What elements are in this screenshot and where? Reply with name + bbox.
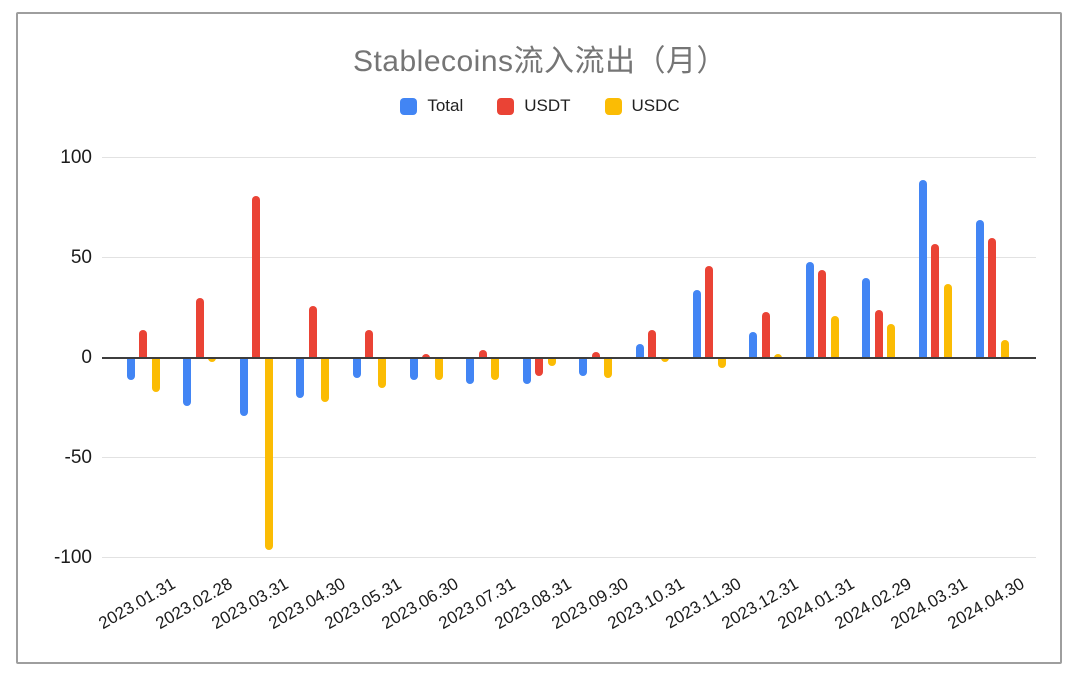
bar-usdt-2024.03.31 [931, 243, 940, 358]
legend-item-usdc: USDC [604, 96, 680, 116]
bar-total-2023.03.31 [239, 357, 248, 416]
bar-usdc-2024.04.30 [1000, 339, 1009, 358]
gridline [102, 157, 1036, 158]
chart-legend: Total USDT USDC [0, 96, 1080, 116]
bar-usdt-2023.10.31 [648, 329, 657, 358]
bar-usdt-2023.11.30 [705, 265, 713, 358]
bar-usdt-2023.04.30 [308, 305, 317, 358]
zero-baseline [102, 356, 1036, 359]
bar-total-2023.08.31 [522, 357, 531, 384]
bar-total-2023.10.31 [635, 343, 644, 358]
bar-total-2023.01.31 [126, 357, 135, 380]
bar-total-2024.04.30 [975, 219, 984, 358]
legend-swatch-usdc [604, 97, 622, 115]
y-axis-label: 100 [60, 146, 92, 168]
bar-usdc-2023.07.31 [491, 357, 500, 380]
bar-usdt-2024.04.30 [988, 237, 996, 358]
legend-item-usdt: USDT [497, 96, 571, 116]
legend-label-total: Total [427, 96, 464, 115]
bar-usdc-2023.06.30 [434, 357, 443, 380]
bar-usdc-2024.01.31 [830, 315, 839, 358]
bar-usdt-2023.09.30 [591, 351, 600, 358]
bar-usdc-2023.11.30 [717, 357, 726, 368]
bar-total-2023.06.30 [409, 357, 418, 380]
legend-label-usdt: USDT [524, 96, 571, 115]
bar-usdc-2023.03.31 [264, 357, 273, 550]
bar-total-2023.05.31 [352, 357, 361, 378]
bar-usdc-2023.05.31 [377, 357, 386, 388]
y-axis-label: -100 [53, 546, 92, 568]
bar-usdc-2023.12.31 [774, 353, 783, 358]
y-axis-label: 50 [70, 246, 92, 268]
bar-usdt-2023.06.30 [422, 353, 430, 358]
bar-total-2023.12.31 [749, 331, 758, 358]
bar-usdt-2024.01.31 [818, 269, 827, 358]
bar-total-2023.04.30 [296, 357, 305, 398]
bar-usdc-2023.08.31 [547, 357, 556, 366]
gridline [102, 257, 1036, 258]
gridline [102, 457, 1036, 458]
bar-usdc-2023.09.30 [604, 357, 613, 378]
bar-usdt-2023.02.28 [195, 297, 204, 358]
bar-total-2023.07.31 [466, 357, 475, 384]
bar-total-2024.01.31 [805, 261, 814, 358]
bar-total-2023.11.30 [692, 289, 701, 358]
bar-usdt-2023.01.31 [139, 329, 147, 358]
gridline [102, 557, 1036, 558]
bar-usdt-2023.07.31 [478, 349, 487, 358]
bar-usdc-2023.02.28 [208, 357, 217, 362]
bar-total-2024.02.29 [862, 277, 871, 358]
bar-usdt-2024.02.29 [874, 309, 883, 358]
chart-title: Stablecoins流入流出（月） [352, 45, 728, 78]
y-axis-label: -50 [64, 446, 92, 468]
legend-swatch-usdt [497, 97, 515, 115]
bar-usdc-2023.10.31 [660, 357, 669, 362]
bar-usdc-2024.02.29 [887, 323, 896, 358]
bar-usdc-2023.01.31 [151, 357, 160, 392]
bar-total-2024.03.31 [918, 179, 927, 358]
bar-usdt-2023.08.31 [535, 357, 544, 376]
bar-usdt-2023.12.31 [761, 311, 770, 358]
bar-usdt-2023.05.31 [365, 329, 374, 358]
bar-usdc-2023.04.30 [321, 357, 330, 402]
legend-label-usdc: USDC [631, 96, 680, 115]
bar-total-2023.02.28 [183, 357, 192, 406]
bar-total-2023.09.30 [579, 357, 588, 376]
bar-usdt-2023.03.31 [252, 195, 261, 358]
legend-swatch-total [400, 97, 418, 115]
y-axis-label: 0 [81, 346, 92, 368]
bar-usdc-2024.03.31 [943, 283, 952, 358]
legend-item-total: Total [400, 96, 463, 116]
